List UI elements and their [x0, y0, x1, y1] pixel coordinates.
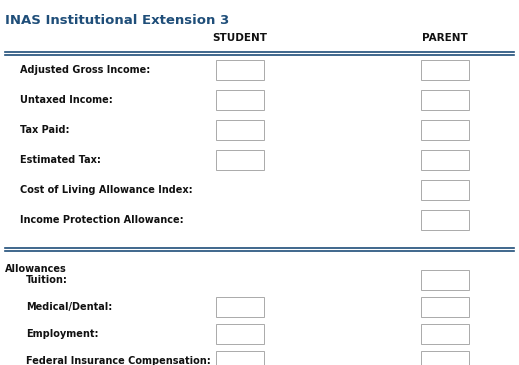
Bar	[216, 90, 264, 110]
Text: Employment:: Employment:	[26, 329, 99, 339]
Text: PARENT: PARENT	[422, 33, 468, 43]
Bar	[421, 150, 469, 170]
Text: Tax Paid:: Tax Paid:	[20, 125, 70, 135]
Bar	[216, 324, 264, 344]
Text: Medical/Dental:: Medical/Dental:	[26, 302, 112, 312]
Text: Federal Insurance Compensation:: Federal Insurance Compensation:	[26, 356, 211, 365]
Text: Income Protection Allowance:: Income Protection Allowance:	[20, 215, 184, 225]
Bar	[216, 150, 264, 170]
Bar	[421, 324, 469, 344]
Text: Tuition:: Tuition:	[26, 275, 68, 285]
Text: INAS Institutional Extension 3: INAS Institutional Extension 3	[5, 14, 229, 27]
Bar	[216, 297, 264, 317]
Bar	[421, 90, 469, 110]
Text: STUDENT: STUDENT	[212, 33, 267, 43]
Bar	[421, 270, 469, 290]
Text: Allowances: Allowances	[5, 264, 67, 274]
Text: Cost of Living Allowance Index:: Cost of Living Allowance Index:	[20, 185, 193, 195]
Bar	[216, 120, 264, 140]
Bar	[421, 351, 469, 365]
Text: Estimated Tax:: Estimated Tax:	[20, 155, 101, 165]
Bar	[216, 60, 264, 80]
Text: Adjusted Gross Income:: Adjusted Gross Income:	[20, 65, 150, 75]
Bar	[216, 351, 264, 365]
Bar	[421, 210, 469, 230]
Bar	[421, 180, 469, 200]
Text: Untaxed Income:: Untaxed Income:	[20, 95, 113, 105]
Bar	[421, 60, 469, 80]
Bar	[421, 120, 469, 140]
Bar	[421, 297, 469, 317]
